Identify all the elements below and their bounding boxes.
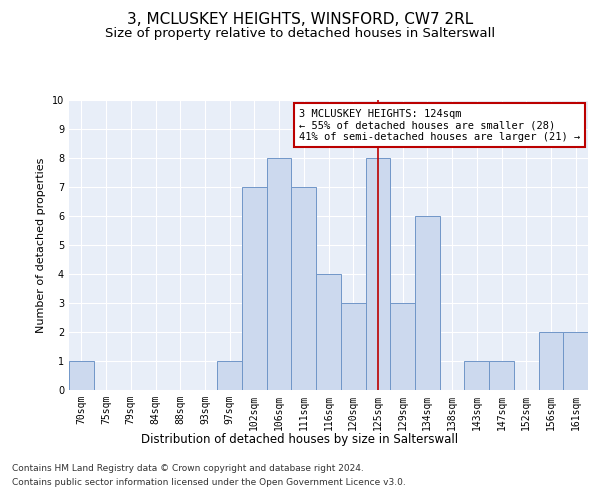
Bar <box>242 187 267 390</box>
Bar <box>292 187 316 390</box>
Text: Contains public sector information licensed under the Open Government Licence v3: Contains public sector information licen… <box>12 478 406 487</box>
Bar <box>267 158 292 390</box>
Text: Contains HM Land Registry data © Crown copyright and database right 2024.: Contains HM Land Registry data © Crown c… <box>12 464 364 473</box>
Bar <box>341 303 365 390</box>
Bar <box>390 303 415 390</box>
Text: 3, MCLUSKEY HEIGHTS, WINSFORD, CW7 2RL: 3, MCLUSKEY HEIGHTS, WINSFORD, CW7 2RL <box>127 12 473 28</box>
Text: Size of property relative to detached houses in Salterswall: Size of property relative to detached ho… <box>105 28 495 40</box>
Bar <box>489 361 514 390</box>
Bar <box>217 361 242 390</box>
Y-axis label: Number of detached properties: Number of detached properties <box>37 158 46 332</box>
Bar <box>69 361 94 390</box>
Bar <box>316 274 341 390</box>
Bar <box>415 216 440 390</box>
Bar <box>464 361 489 390</box>
Bar <box>563 332 588 390</box>
Text: 3 MCLUSKEY HEIGHTS: 124sqm
← 55% of detached houses are smaller (28)
41% of semi: 3 MCLUSKEY HEIGHTS: 124sqm ← 55% of deta… <box>299 108 580 142</box>
Text: Distribution of detached houses by size in Salterswall: Distribution of detached houses by size … <box>142 432 458 446</box>
Bar <box>365 158 390 390</box>
Bar <box>539 332 563 390</box>
